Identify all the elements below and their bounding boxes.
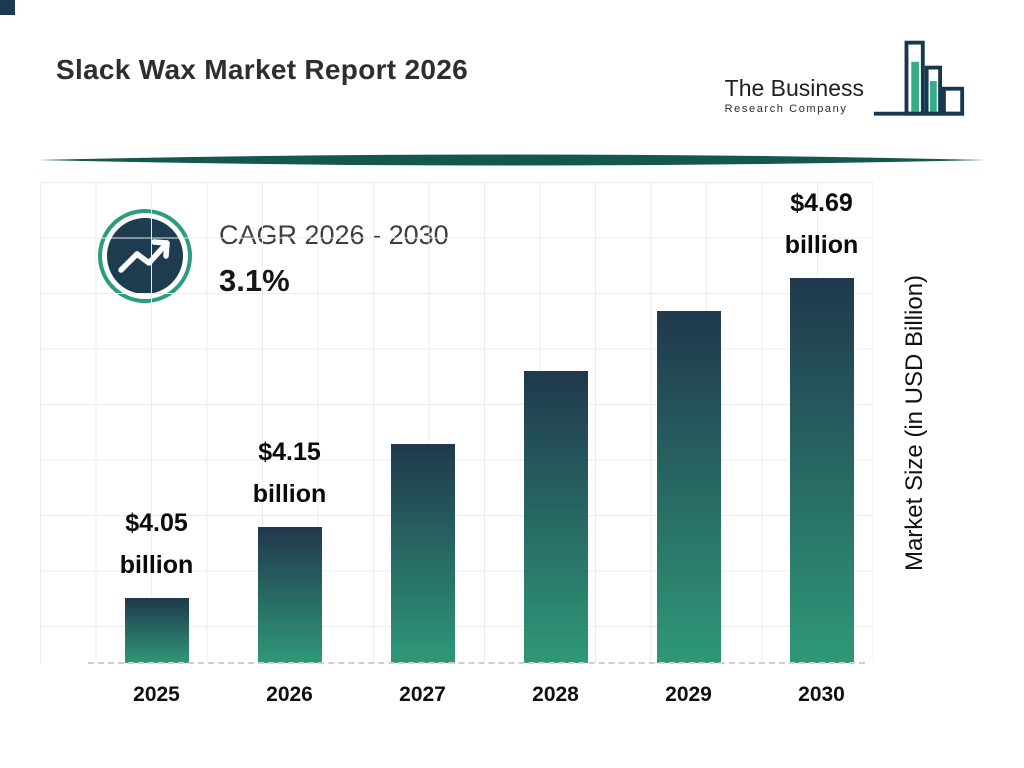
x-axis-label-2028: 2028	[532, 683, 579, 706]
bar-value-label-2030: $4.69 billion	[784, 189, 859, 259]
bar-slot-2028: 2028	[489, 182, 622, 706]
x-axis-label-2025: 2025	[133, 683, 180, 706]
bar-chart-logo-icon	[873, 40, 965, 116]
bar-slot-2026: $4.15 billion 2026	[223, 182, 356, 706]
x-axis-label-2030: 2030	[798, 683, 845, 706]
bars-row: $4.05 billion 2025 $4.15 billion 2026 2027 2028…	[90, 182, 888, 706]
x-axis-label-2027: 2027	[399, 683, 446, 706]
bar-2028	[523, 371, 588, 663]
logo-line2: Research Company	[724, 103, 848, 115]
page-title: Slack Wax Market Report 2026	[56, 54, 468, 85]
y-axis-title-text: Market Size (in USD Billion)	[901, 274, 929, 571]
bar-value-label-2026: $4.15 billion	[252, 438, 327, 508]
y-axis-title: Market Size (in USD Billion)	[880, 182, 950, 663]
x-axis-label-2026: 2026	[266, 683, 313, 706]
bar-slot-2025: $4.05 billion 2025	[90, 182, 223, 706]
bar-slot-2029: 2029	[622, 182, 755, 706]
x-axis-label-2029: 2029	[665, 683, 712, 706]
logo-line1: The Business	[724, 75, 864, 101]
bar-slot-2030: $4.69 billion 2030	[755, 182, 888, 706]
chart-plot-area: $4.05 billion 2025 $4.15 billion 2026 2027 2028…	[40, 182, 873, 706]
section-divider	[38, 154, 986, 166]
bar-2025	[124, 598, 189, 663]
company-logo: The Business Research Company	[725, 38, 966, 126]
logo-text: The Business Research Company	[725, 75, 864, 115]
bar-value-label-2025: $4.05 billion	[119, 509, 194, 579]
corner-accent-square	[0, 0, 15, 15]
bar-2030	[789, 278, 854, 663]
bar-2027	[390, 444, 455, 663]
bar-2029	[656, 311, 721, 663]
bar-slot-2027: 2027	[356, 182, 489, 706]
bar-2026	[257, 527, 322, 663]
x-axis-baseline	[88, 662, 865, 664]
